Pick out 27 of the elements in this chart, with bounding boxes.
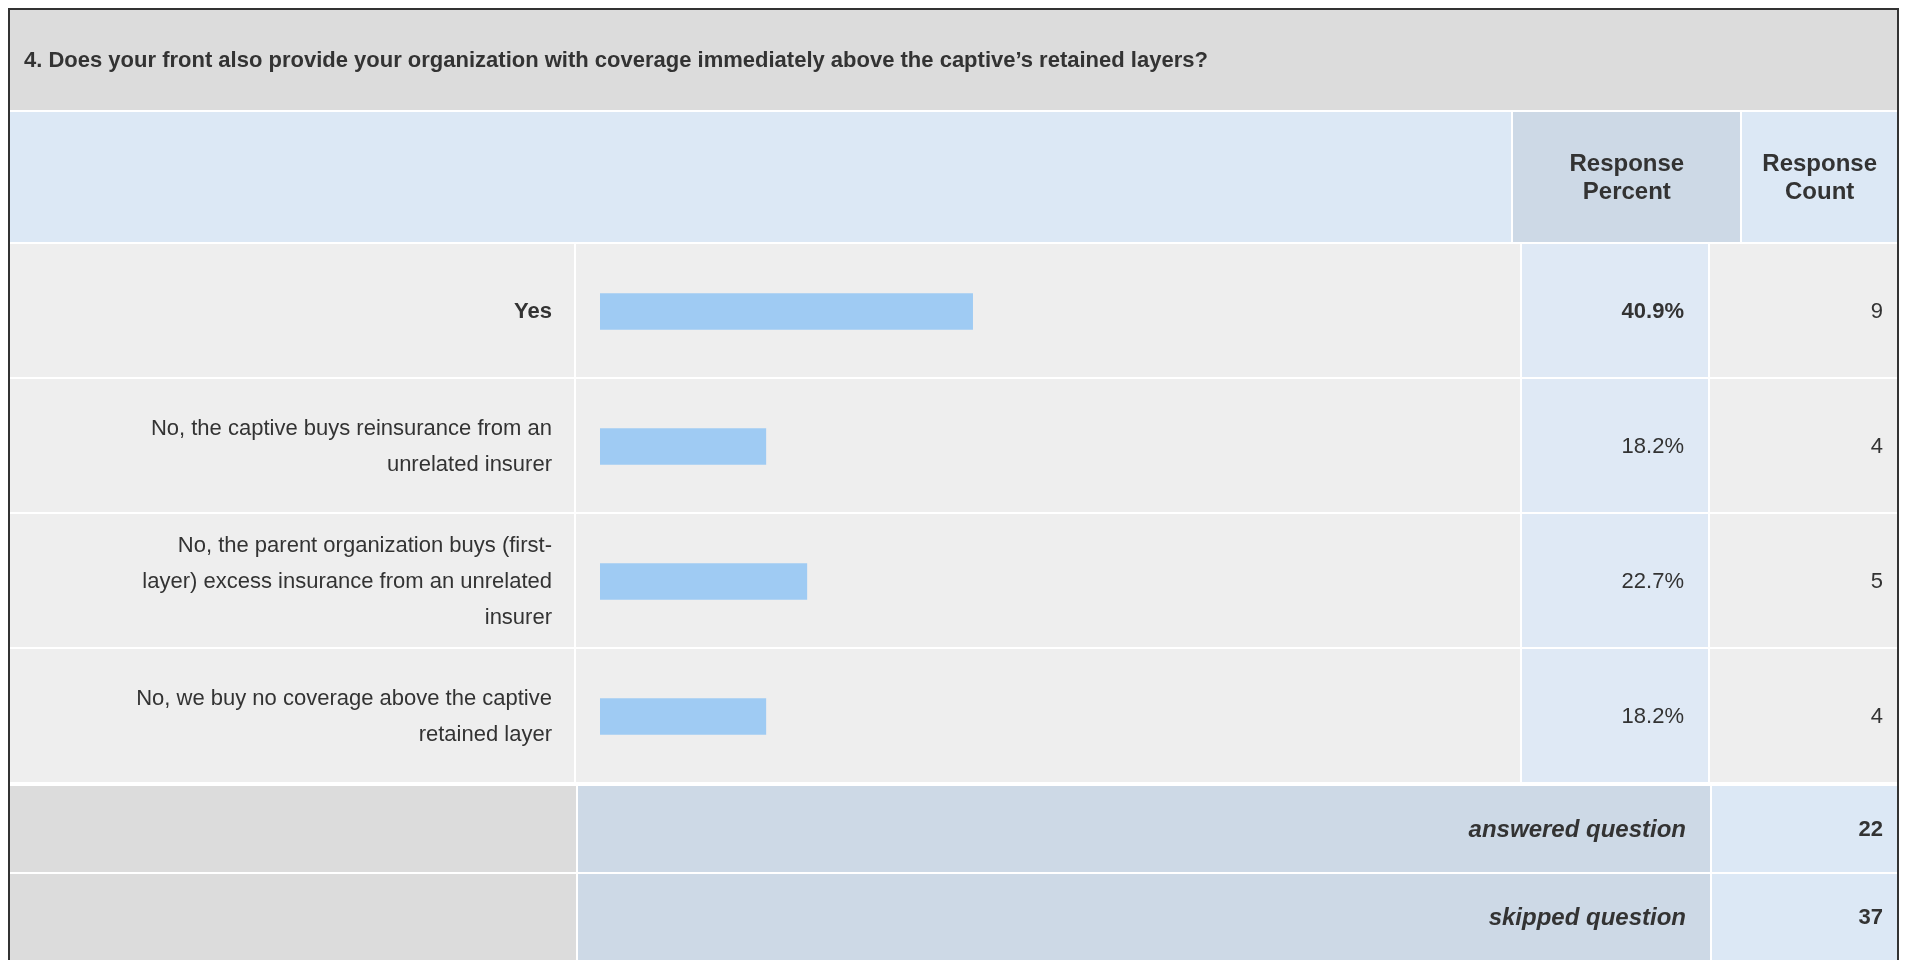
table-cell: 4 — [1710, 379, 1897, 512]
y-tick-label: No, the parent organization buys (first-layer) excess insurance from an unrelated insurer — [141, 530, 552, 631]
y-tick-label: Yes — [514, 296, 552, 325]
y-tick-label: No, the captive buys reinsurance from an unrelated insurer — [149, 413, 552, 478]
text: 37 — [1710, 874, 1897, 960]
text: answered question — [576, 786, 1710, 872]
chart-title: 4. Does your front also provide your organization with coverage immediately above the captive’s retained layers? — [10, 10, 1897, 112]
table-cell: 4 — [1710, 649, 1897, 782]
data-label: 18.2% — [1621, 702, 1684, 729]
table-cell: 5 — [1710, 514, 1897, 647]
table-cell: No, the captive buys reinsurance from an unrelated insurer — [10, 379, 574, 512]
text: skipped question — [576, 874, 1710, 960]
table-cell: No, the parent organization buys (first-layer) excess insurance from an unrelated insurer — [10, 514, 574, 647]
data-label: 40.9% — [1621, 297, 1684, 324]
text: 22 — [1710, 786, 1897, 872]
data-label: 22.7% — [1621, 567, 1684, 594]
data-label: 18.2% — [1621, 432, 1684, 459]
table-cell: 18.2% — [1522, 649, 1708, 782]
text: Response Percent — [1511, 112, 1741, 242]
text: Response Count — [1740, 112, 1897, 242]
table-cell: No, we buy no coverage above the captive retained layer — [10, 649, 574, 782]
table-cell: 22.7% — [1522, 514, 1708, 647]
table-cell: Yes — [10, 244, 574, 377]
y-tick-label: No, we buy no coverage above the captive retained layer — [135, 683, 552, 748]
table-cell: 18.2% — [1522, 379, 1708, 512]
table-cell: 40.9% — [1522, 244, 1708, 377]
table-cell: 9 — [1710, 244, 1897, 377]
